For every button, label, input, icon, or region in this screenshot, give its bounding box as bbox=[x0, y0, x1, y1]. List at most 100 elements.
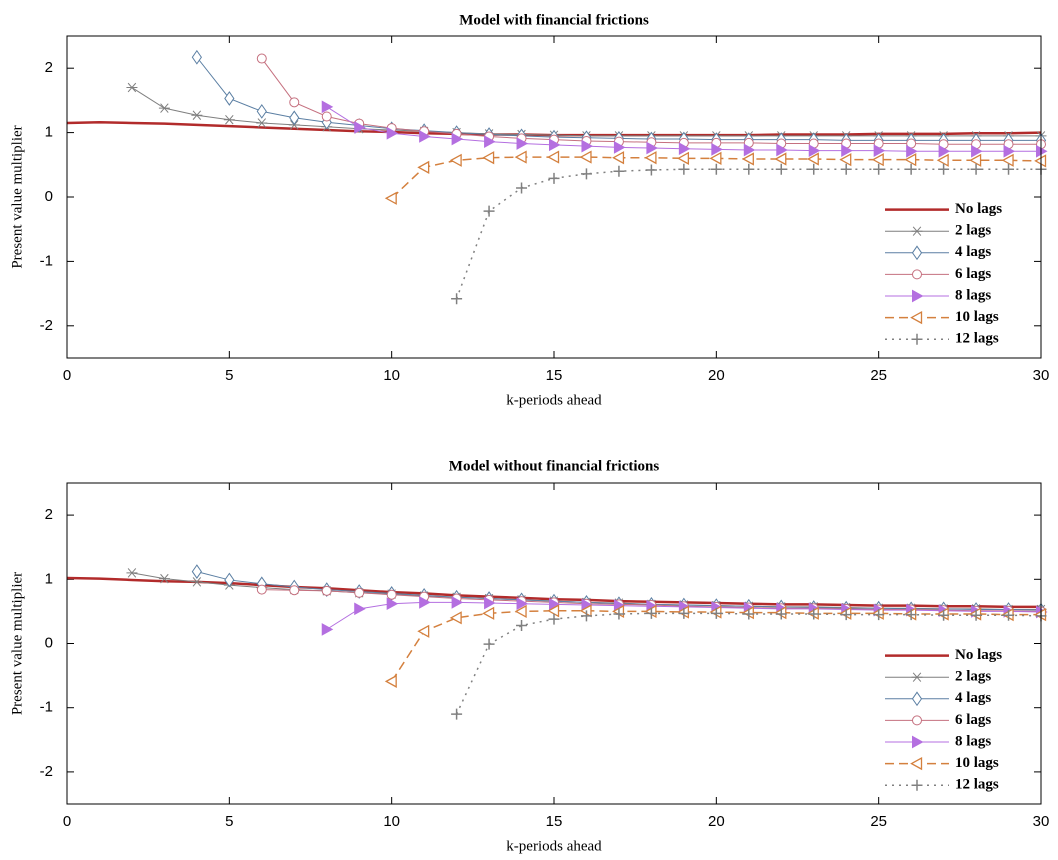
marker bbox=[451, 708, 463, 720]
y-tick-label: 2 bbox=[45, 59, 53, 76]
marker bbox=[224, 91, 235, 106]
axes-frame bbox=[66, 482, 1042, 805]
marker bbox=[1001, 153, 1014, 167]
marker bbox=[905, 163, 917, 175]
marker bbox=[191, 564, 202, 579]
x-tick-label: 10 bbox=[383, 813, 400, 830]
legend-label: 4 lags bbox=[955, 690, 991, 706]
legend-marker bbox=[912, 735, 924, 749]
marker bbox=[548, 613, 560, 625]
marker bbox=[548, 172, 560, 184]
marker bbox=[613, 608, 625, 620]
marker bbox=[449, 153, 462, 167]
legend-label: 8 lags bbox=[955, 287, 991, 303]
marker bbox=[806, 152, 819, 166]
x-tick-label: 20 bbox=[708, 813, 725, 830]
marker bbox=[969, 153, 982, 167]
marker bbox=[579, 150, 592, 164]
marker bbox=[419, 596, 431, 609]
legend-label: 2 lags bbox=[955, 669, 991, 685]
marker bbox=[581, 139, 594, 153]
legend-label: 4 lags bbox=[955, 244, 991, 260]
y-tick-label: 1 bbox=[45, 570, 53, 587]
y-axis-label: Present value multiplier bbox=[9, 125, 25, 268]
x-tick-label: 15 bbox=[546, 813, 563, 830]
marker bbox=[808, 144, 821, 157]
chart-title: Model without financial frictions bbox=[449, 458, 660, 474]
legend-marker bbox=[912, 289, 924, 303]
marker bbox=[191, 577, 203, 587]
marker bbox=[483, 205, 495, 217]
marker bbox=[289, 585, 300, 596]
x-tick-label: 15 bbox=[546, 367, 563, 384]
marker bbox=[1003, 144, 1016, 158]
marker bbox=[451, 596, 464, 609]
marker bbox=[549, 138, 561, 152]
marker bbox=[256, 118, 268, 128]
x-tick-label: 5 bbox=[225, 813, 233, 830]
marker bbox=[514, 150, 527, 164]
marker bbox=[386, 126, 399, 140]
y-tick-label: -2 bbox=[40, 317, 53, 334]
marker bbox=[644, 151, 657, 165]
marker bbox=[938, 609, 950, 621]
marker bbox=[516, 620, 528, 632]
marker bbox=[451, 132, 464, 146]
marker bbox=[709, 151, 722, 165]
y-tick-label: 1 bbox=[45, 124, 53, 141]
marker bbox=[710, 607, 722, 619]
marker bbox=[677, 151, 690, 165]
marker bbox=[1003, 163, 1015, 175]
legend-label: 10 lags bbox=[955, 755, 999, 771]
marker bbox=[516, 597, 529, 611]
marker bbox=[354, 121, 366, 134]
marker bbox=[516, 137, 529, 150]
marker bbox=[223, 114, 235, 125]
marker bbox=[256, 584, 267, 595]
marker bbox=[482, 151, 495, 165]
marker bbox=[678, 607, 690, 619]
marker bbox=[256, 53, 267, 64]
marker bbox=[451, 293, 463, 305]
legend-marker bbox=[911, 672, 923, 682]
marker bbox=[970, 163, 982, 175]
y-tick-label: -1 bbox=[40, 699, 53, 716]
marker bbox=[775, 608, 787, 620]
marker bbox=[514, 604, 527, 618]
marker bbox=[936, 153, 949, 167]
marker bbox=[580, 168, 592, 180]
x-tick-label: 20 bbox=[708, 367, 725, 384]
marker bbox=[743, 608, 755, 620]
plot-area bbox=[67, 571, 1041, 715]
marker bbox=[808, 163, 820, 175]
x-tick-label: 0 bbox=[63, 813, 71, 830]
marker bbox=[645, 164, 657, 176]
marker bbox=[224, 572, 235, 588]
marker bbox=[710, 163, 722, 175]
marker bbox=[678, 142, 691, 156]
chart-title: Model with financial frictions bbox=[459, 12, 649, 28]
marker bbox=[547, 150, 560, 164]
legend-marker bbox=[910, 757, 923, 771]
legend-marker bbox=[911, 779, 923, 791]
marker bbox=[873, 144, 886, 157]
x-tick-label: 30 bbox=[1033, 813, 1050, 830]
marker bbox=[711, 142, 723, 156]
legend-label: 10 lags bbox=[955, 309, 999, 325]
marker bbox=[839, 153, 852, 167]
marker bbox=[774, 152, 787, 166]
marker bbox=[970, 609, 982, 621]
marker bbox=[289, 110, 300, 126]
marker bbox=[191, 110, 203, 120]
marker bbox=[321, 585, 332, 596]
marker bbox=[743, 143, 756, 157]
y-tick-label: 0 bbox=[45, 188, 53, 205]
marker bbox=[841, 144, 853, 157]
marker bbox=[321, 100, 334, 114]
marker bbox=[971, 144, 983, 158]
legend-marker bbox=[911, 333, 923, 345]
y-tick-label: 0 bbox=[45, 634, 53, 651]
marker bbox=[384, 191, 397, 205]
marker bbox=[321, 111, 332, 122]
